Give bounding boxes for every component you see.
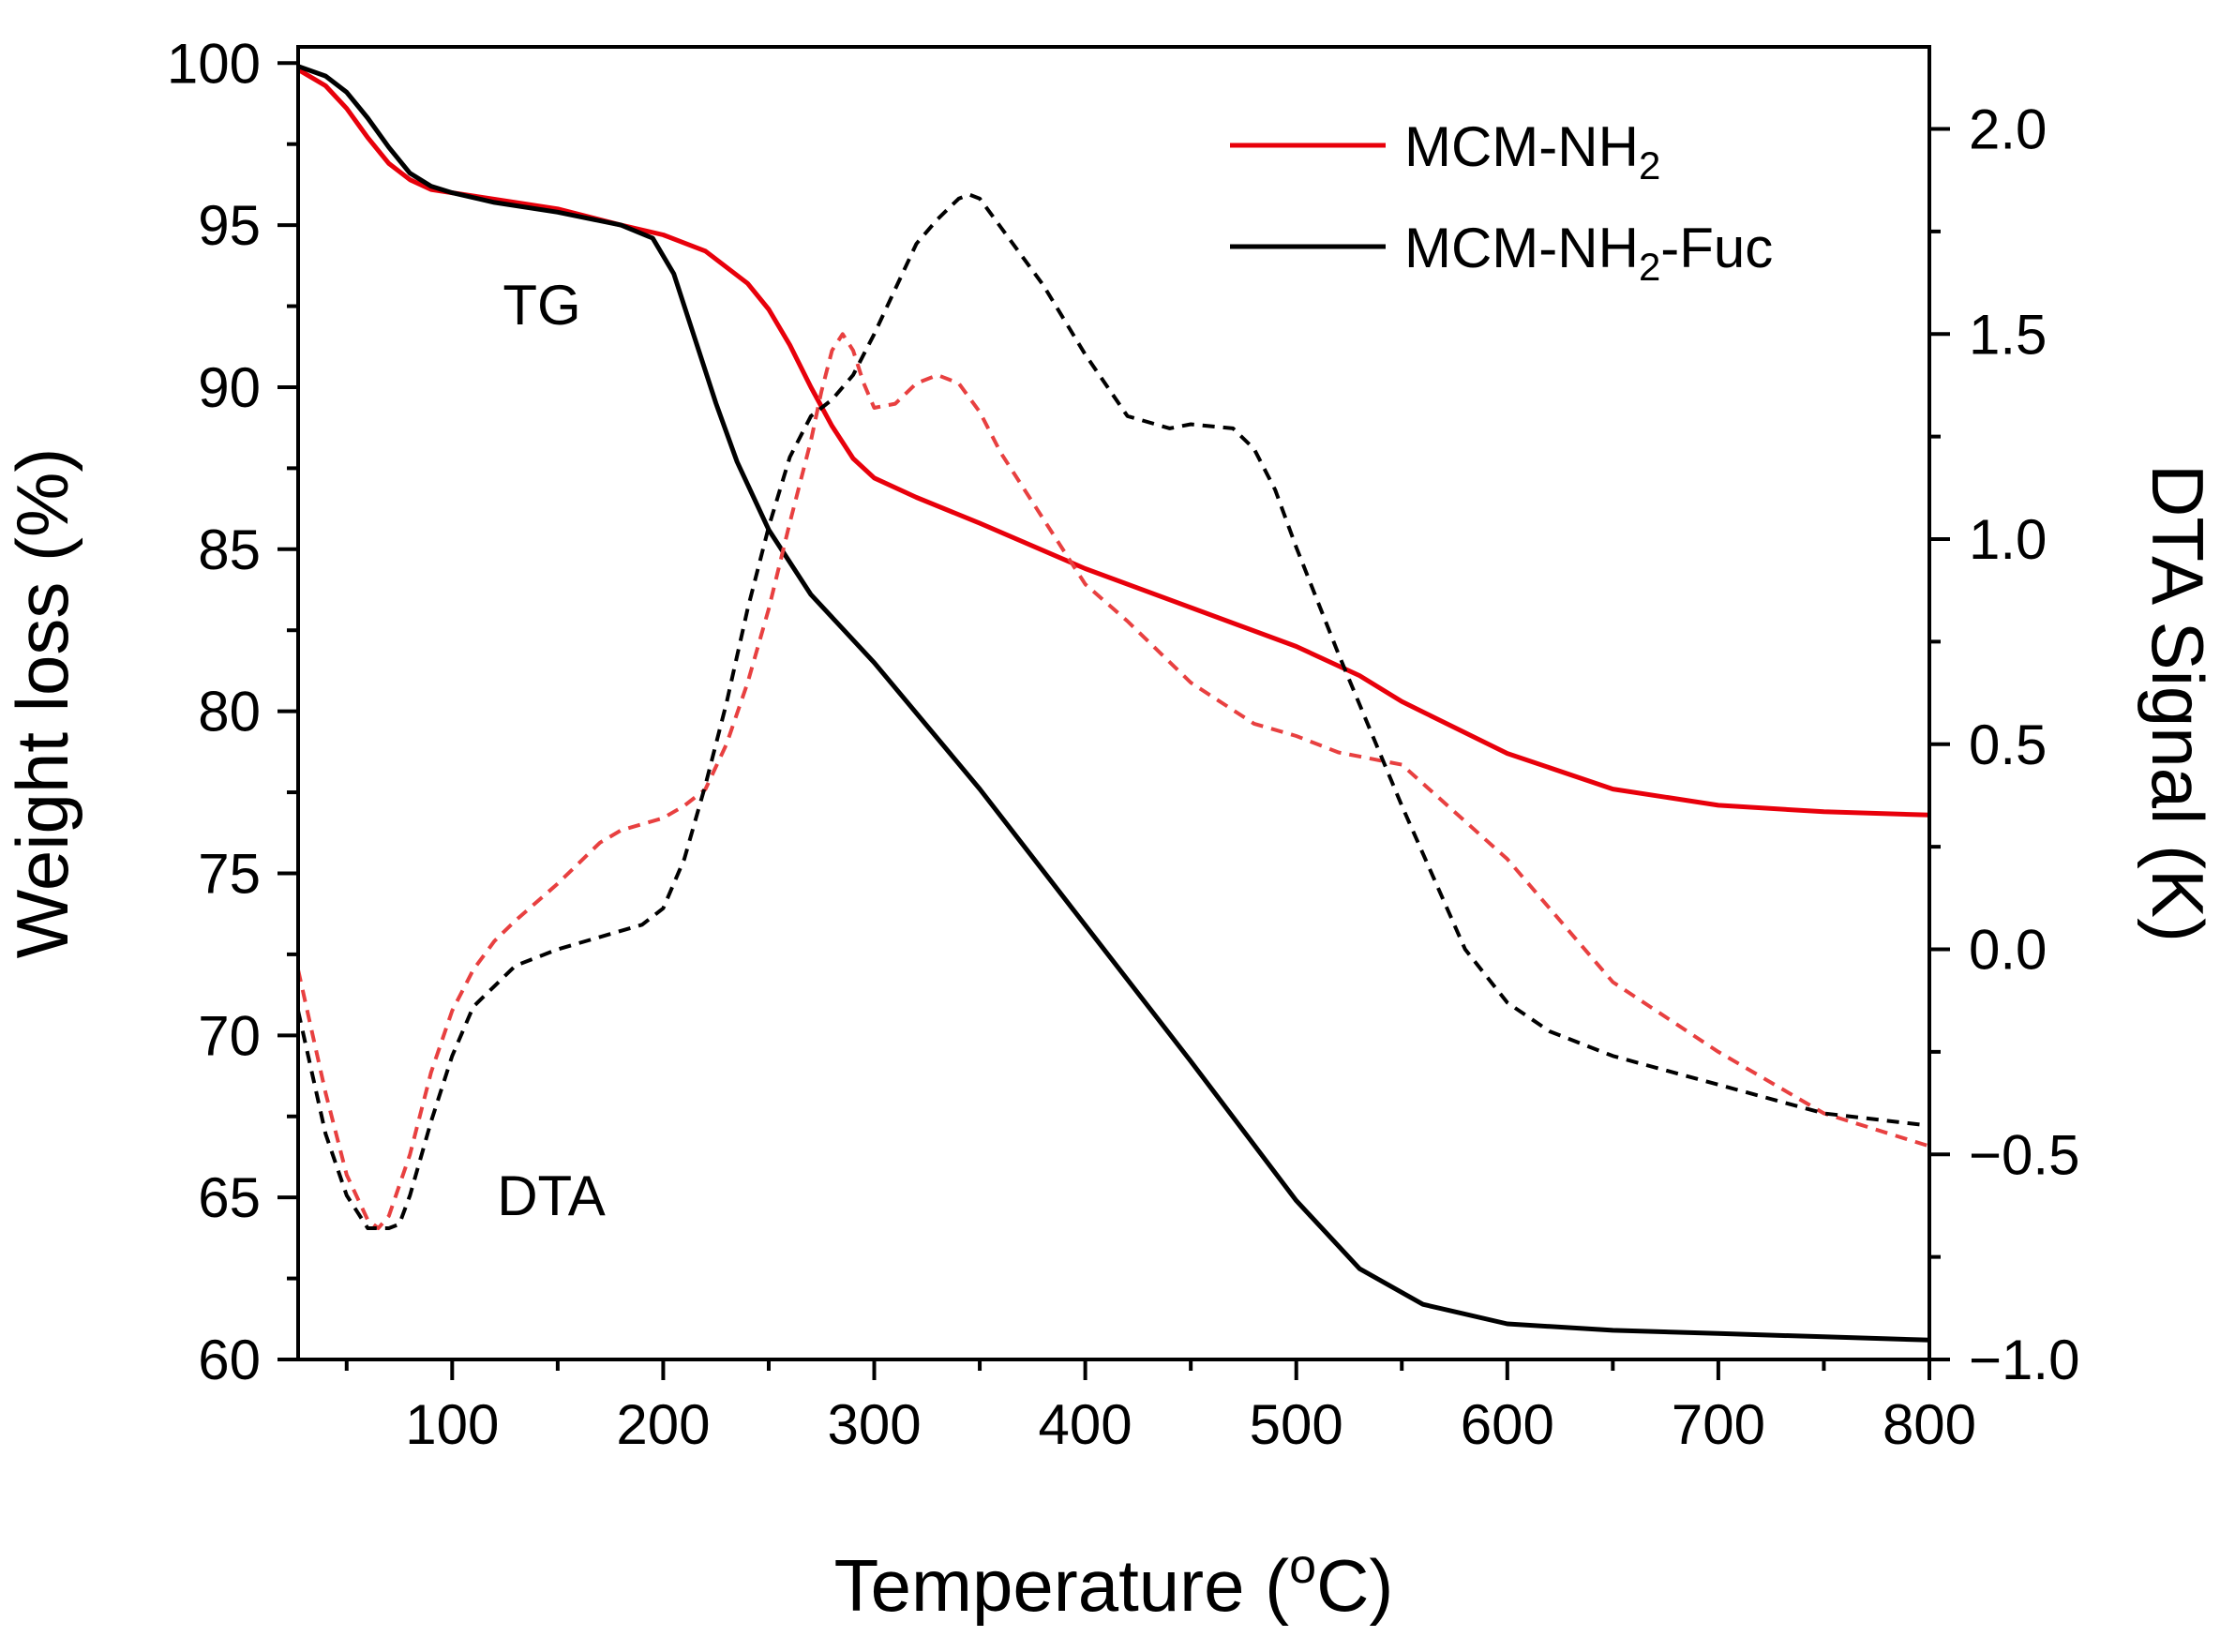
x-tick-label: 600 <box>1461 1393 1554 1456</box>
right-y-tick-label: 0.0 <box>1969 919 2047 982</box>
x-tick-label: 400 <box>1039 1393 1132 1456</box>
left-y-tick-label: 80 <box>198 681 261 743</box>
right-y-axis-title: DTA Signal (K) <box>2137 464 2219 942</box>
annotation-tg: TG <box>502 274 580 337</box>
right-y-axis-ticks: −1.0 −0.5 0.0 0.5 1.0 1.5 2.0 <box>1929 98 2079 1391</box>
left-y-axis-title: Weight loss (%) <box>1 448 83 959</box>
right-y-tick-label: 1.5 <box>1969 303 2047 366</box>
left-y-tick-label: 65 <box>198 1166 261 1229</box>
left-y-tick-label: 85 <box>198 518 261 581</box>
x-axis-title-part-3: C) <box>1316 1544 1393 1627</box>
x-tick-label: 800 <box>1882 1393 1976 1456</box>
left-y-tick-label: 75 <box>198 842 261 905</box>
left-y-tick-label: 100 <box>167 32 261 95</box>
x-tick-label: 500 <box>1250 1393 1343 1456</box>
tg-line-mcm-nh2 <box>296 68 1930 818</box>
right-y-tick-label: −1.0 <box>1969 1329 2079 1391</box>
x-tick-label: 300 <box>827 1393 921 1456</box>
legend-label-subscript: 2 <box>1639 245 1660 289</box>
legend-label-suffix: -Fuc <box>1660 217 1773 279</box>
legend-label-subscript: 2 <box>1639 143 1660 188</box>
series-layer <box>296 64 1930 1343</box>
legend-label: MCM-NH2-Fuc <box>1404 217 1773 289</box>
x-axis-title-degree: o <box>1289 1539 1316 1594</box>
left-y-tick-label: 60 <box>198 1329 261 1391</box>
dta-line-mcm-nh2 <box>296 332 1930 1230</box>
tg-line-mcm-nh2-fuc <box>297 64 1930 1343</box>
left-y-tick-label: 90 <box>198 356 261 419</box>
annotation-dta: DTA <box>497 1164 606 1227</box>
legend-label-base: MCM-NH <box>1404 115 1639 178</box>
x-tick-label: 200 <box>616 1393 710 1456</box>
right-y-tick-label: 2.0 <box>1969 98 2047 161</box>
right-y-tick-label: −0.5 <box>1969 1123 2079 1186</box>
x-tick-label: 700 <box>1672 1393 1765 1456</box>
legend-label: MCM-NH2 <box>1404 115 1660 188</box>
left-y-tick-label: 70 <box>198 1004 261 1067</box>
x-axis-ticks: 100 200 300 400 500 600 700 800 <box>344 1359 1976 1456</box>
left-y-tick-label: 95 <box>198 194 261 257</box>
plot-frame <box>296 45 1931 1361</box>
right-y-tick-label: 0.5 <box>1969 713 2047 776</box>
x-axis-title-part-1: Temperature ( <box>834 1544 1290 1627</box>
x-axis-title: Temperature (oC) <box>834 1539 1394 1627</box>
dta-line-mcm-nh2-fuc <box>296 192 1930 1230</box>
left-y-axis-ticks: 60 65 70 75 80 85 90 95 100 <box>167 32 298 1391</box>
x-tick-label: 100 <box>405 1393 499 1456</box>
right-y-tick-label: 1.0 <box>1969 508 2047 571</box>
legend-label-base: MCM-NH <box>1404 217 1639 279</box>
